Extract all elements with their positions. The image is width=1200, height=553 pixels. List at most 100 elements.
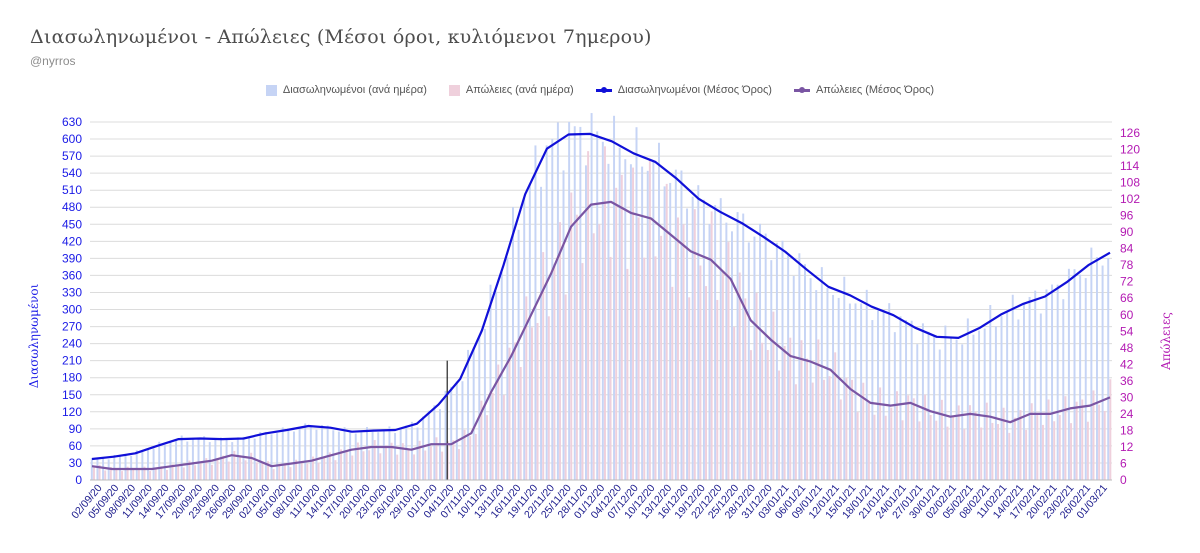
bar-intubated-138 xyxy=(865,289,868,480)
y-tick-left-4: 120 xyxy=(62,405,82,419)
bar-intubated-28 xyxy=(248,437,251,480)
bar-deaths-64 xyxy=(452,440,455,480)
bar-intubated-50 xyxy=(371,432,374,480)
bar-intubated-92 xyxy=(607,163,610,480)
bar-intubated-13 xyxy=(163,444,166,480)
bar-intubated-41 xyxy=(321,425,324,480)
bar-deaths-167 xyxy=(1030,403,1033,480)
bar-intubated-31 xyxy=(264,431,267,480)
y-tick-right-18: 108 xyxy=(1120,176,1140,190)
bar-intubated-39 xyxy=(309,427,312,480)
bar-intubated-119 xyxy=(759,223,762,480)
bar-deaths-75 xyxy=(514,342,517,480)
bar-deaths-85 xyxy=(570,192,573,480)
y-tick-right-7: 42 xyxy=(1120,357,1134,371)
bar-deaths-54 xyxy=(396,454,399,480)
legend-swatch-deaths-daily xyxy=(448,84,460,96)
bar-deaths-41 xyxy=(323,457,326,480)
bar-deaths-155 xyxy=(963,429,966,480)
bar-deaths-7 xyxy=(132,469,135,480)
bar-intubated-66 xyxy=(461,381,464,480)
bar-intubated-0 xyxy=(90,458,93,480)
bar-intubated-172 xyxy=(1056,284,1059,480)
bar-intubated-1 xyxy=(96,457,99,480)
bar-deaths-134 xyxy=(845,377,848,480)
y-tick-left-8: 240 xyxy=(62,337,82,351)
legend-item-deaths-avg[interactable]: Απώλειες (Μέσος Όρος) xyxy=(793,84,934,96)
bar-intubated-82 xyxy=(551,138,554,480)
bar-deaths-16 xyxy=(182,467,185,480)
bar-intubated-12 xyxy=(158,441,161,480)
bar-intubated-48 xyxy=(360,432,363,480)
bar-intubated-30 xyxy=(259,432,262,480)
y-tick-left-14: 420 xyxy=(62,234,82,248)
bar-deaths-114 xyxy=(733,326,736,480)
bar-deaths-140 xyxy=(879,387,882,480)
bar-intubated-81 xyxy=(545,145,548,481)
bar-deaths-77 xyxy=(525,296,528,480)
bar-deaths-65 xyxy=(457,449,460,480)
bar-intubated-46 xyxy=(349,431,352,480)
bar-deaths-4 xyxy=(115,468,118,480)
y-tick-left-11: 330 xyxy=(62,285,82,299)
bar-intubated-131 xyxy=(826,288,829,480)
y-tick-left-1: 30 xyxy=(69,456,83,470)
bar-intubated-168 xyxy=(1034,290,1037,480)
bar-deaths-127 xyxy=(806,358,809,480)
bar-intubated-10 xyxy=(146,449,149,480)
bar-intubated-38 xyxy=(304,423,307,480)
bar-intubated-130 xyxy=(820,267,823,480)
bar-deaths-125 xyxy=(794,384,797,480)
bar-intubated-94 xyxy=(618,147,621,480)
bar-intubated-56 xyxy=(405,425,408,480)
bar-deaths-62 xyxy=(441,451,444,480)
bar-intubated-114 xyxy=(730,231,733,480)
bar-intubated-3 xyxy=(107,459,110,480)
bar-deaths-173 xyxy=(1064,396,1067,480)
bar-deaths-84 xyxy=(564,294,567,480)
bar-intubated-8 xyxy=(135,450,138,480)
bar-deaths-12 xyxy=(160,466,163,480)
bar-deaths-50 xyxy=(373,440,376,480)
legend-item-intubated-daily[interactable]: Διασωληνωμένοι (ανά ημέρα) xyxy=(265,84,427,96)
y-tick-left-18: 540 xyxy=(62,166,82,180)
bar-deaths-168 xyxy=(1036,413,1039,480)
bar-deaths-68 xyxy=(474,433,477,480)
bar-deaths-93 xyxy=(615,187,618,480)
bar-deaths-14 xyxy=(171,464,174,480)
bar-intubated-33 xyxy=(276,433,279,480)
bar-deaths-166 xyxy=(1025,429,1028,480)
y-tick-right-15: 90 xyxy=(1120,225,1134,239)
bar-deaths-160 xyxy=(991,422,994,480)
bar-deaths-142 xyxy=(890,407,893,480)
legend-item-deaths-daily[interactable]: Απώλειες (ανά ημέρα) xyxy=(448,84,574,96)
bar-deaths-120 xyxy=(766,350,769,480)
bar-deaths-169 xyxy=(1041,424,1044,480)
legend-label-deaths-daily: Απώλειες (ανά ημέρα) xyxy=(465,84,574,96)
bar-deaths-128 xyxy=(811,382,814,480)
bar-intubated-133 xyxy=(837,297,840,480)
bar-deaths-6 xyxy=(126,466,129,480)
bar-intubated-111 xyxy=(714,205,717,480)
bar-deaths-110 xyxy=(710,211,713,480)
bar-intubated-125 xyxy=(792,275,795,480)
bar-deaths-159 xyxy=(985,402,988,480)
bar-intubated-156 xyxy=(966,318,969,480)
y-tick-right-0: 0 xyxy=(1120,473,1127,487)
y-tick-left-16: 480 xyxy=(62,200,82,214)
bar-intubated-77 xyxy=(523,197,526,480)
bar-deaths-162 xyxy=(1002,407,1005,480)
bar-deaths-144 xyxy=(901,420,904,480)
bar-intubated-126 xyxy=(798,253,801,480)
legend-item-intubated-avg[interactable]: Διασωληνωμένοι (Μέσος Όρος) xyxy=(595,84,772,96)
bar-deaths-123 xyxy=(783,345,786,480)
bar-deaths-87 xyxy=(581,263,584,480)
bar-intubated-142 xyxy=(888,303,891,480)
bar-deaths-20 xyxy=(205,458,208,480)
bar-deaths-55 xyxy=(401,443,404,480)
bar-intubated-42 xyxy=(326,425,329,480)
bar-deaths-61 xyxy=(435,437,438,480)
bar-deaths-139 xyxy=(873,414,876,480)
bar-deaths-133 xyxy=(839,399,842,480)
legend-swatch-intubated-daily xyxy=(265,84,277,96)
